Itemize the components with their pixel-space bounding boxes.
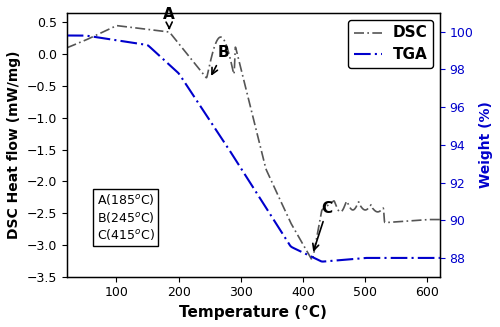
Text: A(185$^o$C)
B(245$^o$C)
C(415$^o$C): A(185$^o$C) B(245$^o$C) C(415$^o$C) xyxy=(96,192,154,242)
DSC xyxy=(437,217,443,221)
Text: B: B xyxy=(212,45,229,74)
Text: C: C xyxy=(313,201,333,250)
DSC xyxy=(64,46,70,50)
Text: A: A xyxy=(163,7,175,28)
Legend: DSC, TGA: DSC, TGA xyxy=(348,20,433,68)
TGA xyxy=(207,118,213,122)
X-axis label: Temperature (°C): Temperature (°C) xyxy=(180,305,327,320)
Line: DSC: DSC xyxy=(66,26,440,260)
Y-axis label: DSC Heat flow (mW/mg): DSC Heat flow (mW/mg) xyxy=(7,51,21,239)
TGA xyxy=(64,34,70,38)
Y-axis label: Weight (%): Weight (%) xyxy=(479,101,493,188)
TGA xyxy=(437,256,443,260)
TGA xyxy=(128,41,134,44)
DSC xyxy=(106,27,112,31)
DSC xyxy=(223,43,229,46)
TGA xyxy=(223,143,229,147)
DSC xyxy=(128,26,134,29)
DSC xyxy=(430,217,436,221)
DSC xyxy=(390,220,396,224)
Line: TGA: TGA xyxy=(66,36,440,262)
DSC xyxy=(309,258,315,262)
TGA xyxy=(390,256,396,260)
TGA xyxy=(106,37,112,41)
TGA xyxy=(320,260,326,264)
TGA xyxy=(430,256,436,260)
DSC xyxy=(207,61,213,65)
DSC xyxy=(114,24,119,27)
